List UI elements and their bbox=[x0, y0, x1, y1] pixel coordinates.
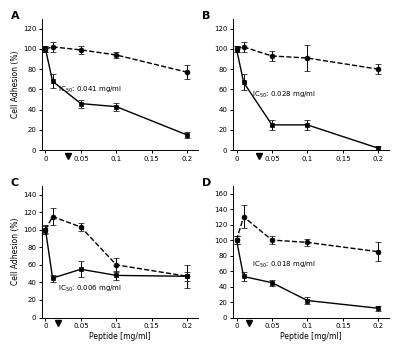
Y-axis label: Cell Adhesion (%): Cell Adhesion (%) bbox=[11, 51, 20, 118]
X-axis label: Peptide [mg/ml]: Peptide [mg/ml] bbox=[280, 332, 342, 341]
Text: IC$_{50}$: 0.028 mg/ml: IC$_{50}$: 0.028 mg/ml bbox=[252, 89, 316, 100]
Text: IC$_{50}$: 0.018 mg/ml: IC$_{50}$: 0.018 mg/ml bbox=[252, 260, 316, 270]
Text: C: C bbox=[11, 178, 19, 188]
Text: B: B bbox=[202, 11, 210, 21]
Text: D: D bbox=[202, 178, 211, 188]
X-axis label: Peptide [mg/ml]: Peptide [mg/ml] bbox=[89, 332, 151, 341]
Text: A: A bbox=[11, 11, 19, 21]
Y-axis label: Cell Adhesion (%): Cell Adhesion (%) bbox=[11, 218, 20, 285]
Text: IC$_{50}$: 0.006 mg/ml: IC$_{50}$: 0.006 mg/ml bbox=[58, 283, 122, 294]
Text: IC$_{50}$: 0.041 mg/ml: IC$_{50}$: 0.041 mg/ml bbox=[58, 84, 122, 95]
